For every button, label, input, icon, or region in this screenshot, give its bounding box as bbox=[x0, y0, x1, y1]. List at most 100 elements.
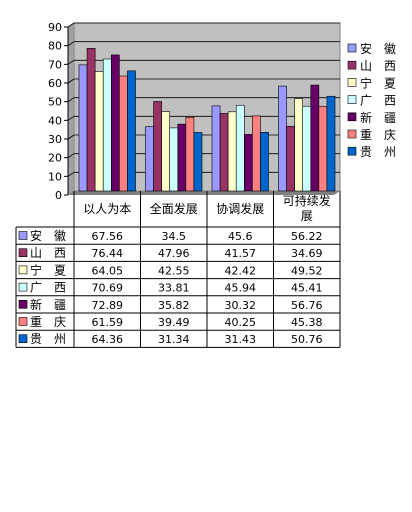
data-label: 72.89 bbox=[92, 299, 124, 312]
plot-side-wall bbox=[67, 22, 75, 196]
legend-swatch bbox=[347, 129, 357, 139]
legend-swatch bbox=[347, 146, 357, 156]
y-tick-label: 90 bbox=[48, 21, 62, 34]
bar bbox=[294, 98, 304, 192]
bar bbox=[227, 111, 237, 192]
row-swatch bbox=[18, 334, 28, 344]
bar bbox=[153, 101, 162, 192]
data-label: 45.94 bbox=[225, 282, 257, 295]
data-label: 45.38 bbox=[291, 316, 323, 329]
bar bbox=[161, 111, 171, 192]
y-tick-label: 30 bbox=[48, 133, 62, 146]
row-label: 宁 夏 bbox=[30, 262, 66, 277]
row-label: 广 西 bbox=[30, 281, 66, 295]
legend-item: 广 西 bbox=[360, 94, 396, 108]
y-tick-label: 0 bbox=[55, 189, 62, 202]
data-label: 40.25 bbox=[225, 316, 257, 329]
bars bbox=[78, 48, 336, 192]
plot-floor bbox=[68, 191, 340, 195]
bar bbox=[86, 48, 96, 192]
y-tick-label: 40 bbox=[48, 114, 62, 127]
bar bbox=[302, 105, 312, 192]
bar bbox=[94, 71, 104, 192]
data-label: 42.42 bbox=[225, 264, 257, 277]
bar bbox=[235, 104, 245, 192]
row-swatch bbox=[18, 248, 28, 257]
legend-item: 新 疆 bbox=[360, 110, 396, 125]
row-label: 贵 州 bbox=[30, 332, 66, 346]
row-label: 新 疆 bbox=[30, 297, 66, 312]
data-label: 42.55 bbox=[158, 264, 190, 277]
gridline-depth-60 bbox=[67, 78, 75, 84]
legend-item: 重 庆 bbox=[360, 128, 396, 142]
bar bbox=[310, 84, 320, 192]
bar bbox=[219, 113, 229, 192]
data-label: 70.69 bbox=[92, 282, 124, 295]
bar bbox=[127, 70, 136, 192]
gridline-depth-40 bbox=[67, 116, 75, 121]
category-label: 展 bbox=[301, 209, 313, 223]
data-label: 39.49 bbox=[158, 316, 190, 329]
y-axis: 0 10 20 30 40 50 60 70 80 90 bbox=[48, 21, 69, 202]
category-label: 以人为本 bbox=[83, 202, 131, 216]
gridline-depth-90 bbox=[67, 22, 75, 28]
row-label: 山 西 bbox=[30, 246, 66, 260]
bar bbox=[119, 75, 128, 192]
data-label: 64.36 bbox=[92, 333, 124, 346]
y-tick-label: 70 bbox=[48, 58, 62, 71]
data-label: 56.76 bbox=[291, 299, 323, 312]
bar bbox=[211, 105, 221, 192]
bar bbox=[286, 125, 295, 192]
gridline-depth-10 bbox=[67, 172, 75, 177]
gridline-depth-20 bbox=[67, 153, 75, 158]
bar bbox=[102, 58, 112, 192]
data-label: 31.34 bbox=[158, 333, 190, 346]
data-label: 50.76 bbox=[291, 333, 323, 346]
legend-swatch bbox=[347, 78, 357, 87]
data-label: 49.52 bbox=[291, 264, 323, 277]
legend-swatch bbox=[347, 60, 357, 70]
row-label: 重 庆 bbox=[30, 315, 66, 329]
row-swatch bbox=[18, 317, 28, 326]
bar bbox=[145, 126, 154, 192]
y-tick-label: 60 bbox=[48, 77, 62, 90]
legend-item: 宁 夏 bbox=[360, 75, 396, 90]
data-label: 31.43 bbox=[225, 333, 257, 346]
data-label: 45.41 bbox=[291, 282, 323, 295]
gridline-depth-70 bbox=[67, 60, 75, 65]
data-label: 34.69 bbox=[291, 247, 323, 260]
gridline-depth-50 bbox=[67, 97, 75, 102]
legend-item: 贵 州 bbox=[360, 145, 396, 159]
bar bbox=[326, 95, 336, 192]
bar bbox=[193, 132, 203, 192]
data-label: 61.59 bbox=[92, 316, 124, 329]
y-tick-label: 10 bbox=[48, 170, 62, 183]
bar bbox=[169, 127, 179, 192]
legend-item: 安 徽 bbox=[360, 41, 396, 56]
legend-swatch bbox=[347, 95, 357, 104]
data-label: 67.56 bbox=[92, 230, 124, 243]
bar bbox=[177, 123, 187, 192]
y-tick-label: 80 bbox=[48, 40, 62, 53]
category-label: 可持续发 bbox=[283, 193, 331, 208]
bar bbox=[278, 85, 287, 192]
data-label: 35.82 bbox=[158, 299, 190, 312]
bar bbox=[78, 64, 88, 192]
y-tick-label: 20 bbox=[48, 152, 62, 165]
data-label: 30.32 bbox=[225, 299, 257, 312]
data-label: 41.57 bbox=[225, 247, 257, 260]
data-label: 64.05 bbox=[92, 264, 124, 277]
gridline-depth-80 bbox=[67, 41, 75, 46]
row-swatch bbox=[18, 265, 28, 275]
row-swatch bbox=[18, 299, 28, 309]
y-tick-label: 50 bbox=[48, 96, 62, 109]
data-label: 76.44 bbox=[92, 247, 124, 260]
data-label: 33.81 bbox=[158, 282, 190, 295]
row-swatch bbox=[18, 282, 28, 292]
category-label: 全面发展 bbox=[150, 201, 198, 216]
bar bbox=[252, 115, 261, 192]
data-label: 45.6 bbox=[228, 230, 253, 243]
row-label: 安 徽 bbox=[30, 228, 66, 243]
